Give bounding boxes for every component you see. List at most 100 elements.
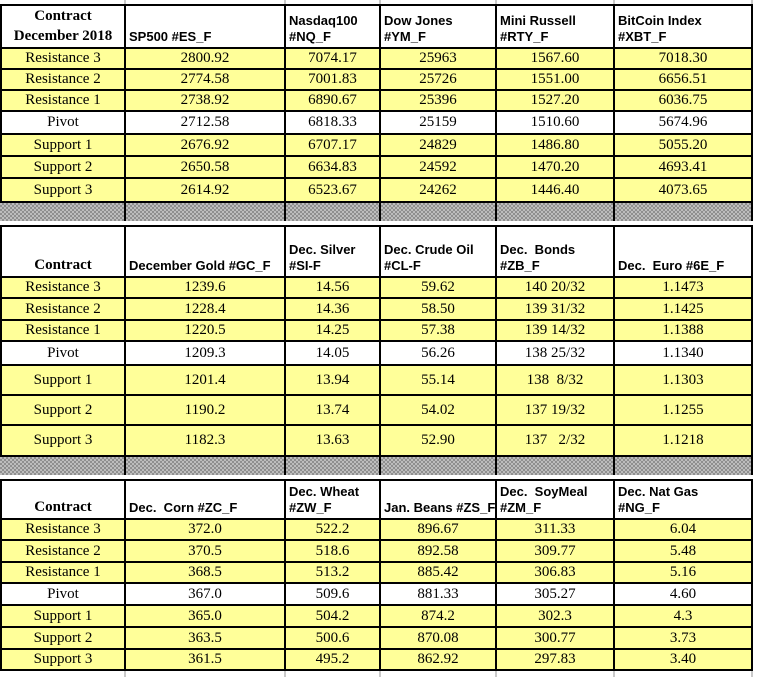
value-cell: 6656.51	[615, 70, 751, 89]
gridline-segment	[497, 0, 613, 4]
row-label: Resistance 3	[2, 520, 124, 539]
gridline-segment	[381, 671, 495, 677]
value-cell: 13.94	[286, 366, 379, 394]
value-cell: 372.0	[126, 520, 284, 539]
value-cell: 881.33	[381, 584, 495, 604]
gridline-segment	[0, 671, 124, 677]
value-cell: 504.2	[286, 606, 379, 626]
gridline-segment	[126, 671, 284, 677]
value-cell: 6036.75	[615, 91, 751, 110]
value-cell: 1190.2	[126, 396, 284, 424]
value-cell: 1486.80	[497, 135, 613, 155]
value-cell: 495.2	[286, 650, 379, 669]
pivot-table-2: Contract December Gold #GC_F Dec. Silver #S…	[0, 225, 753, 457]
row-label: Support 2	[2, 628, 124, 648]
separator-band-cell	[126, 457, 284, 475]
column-header-line: #RTY_F	[500, 28, 549, 44]
value-cell: 6634.83	[286, 157, 379, 177]
value-cell: 367.0	[126, 584, 284, 604]
row-label: Pivot	[2, 584, 124, 604]
separator-band-cell	[615, 457, 751, 475]
value-cell: 5.16	[615, 563, 751, 582]
row-label: Resistance 2	[2, 541, 124, 561]
column-header: Dec. Silver #SI-F	[286, 227, 379, 276]
column-header: December Gold #GC_F	[126, 227, 284, 276]
value-cell: 2650.58	[126, 157, 284, 177]
value-cell: 25726	[381, 70, 495, 89]
value-cell: 311.33	[497, 520, 613, 539]
separator-band-2	[0, 457, 753, 475]
row-label: Resistance 1	[2, 321, 124, 340]
column-header-line: SP500 #ES_F	[129, 28, 212, 44]
column-header-line: #CL-F	[384, 257, 421, 273]
gridline-segment	[286, 671, 379, 677]
gridline-segment	[615, 671, 751, 677]
value-cell: 500.6	[286, 628, 379, 648]
value-cell: 1.1255	[615, 396, 751, 424]
gridline-segment	[126, 0, 284, 4]
column-header: Dec. Corn #ZC_F	[126, 481, 284, 518]
column-header: BitCoin Index #XBT_F	[615, 6, 751, 47]
value-cell: 139 14/32	[497, 321, 613, 340]
column-header-line: Dec. Wheat	[289, 483, 360, 499]
corner-header-line: Contract	[34, 256, 92, 273]
pivot-table-1: Contract December 2018 SP500 #ES_F Nasdaq10…	[0, 4, 753, 203]
separator-band-1	[0, 203, 753, 221]
value-cell: 1239.6	[126, 278, 284, 297]
value-cell: 1.1340	[615, 342, 751, 364]
column-header-line: Dec. Silver	[289, 241, 356, 257]
value-cell: 1567.60	[497, 49, 613, 68]
corner-header: Contract December 2018	[2, 6, 124, 47]
value-cell: 1.1473	[615, 278, 751, 297]
separator-band-cell	[381, 203, 495, 221]
value-cell: 2738.92	[126, 91, 284, 110]
value-cell: 1.1388	[615, 321, 751, 340]
value-cell: 1.1218	[615, 426, 751, 455]
separator-band-cell	[286, 203, 379, 221]
value-cell: 4693.41	[615, 157, 751, 177]
column-header-line: #XBT_F	[618, 28, 667, 44]
column-header-line: Mini Russell	[500, 12, 576, 28]
value-cell: 6818.33	[286, 112, 379, 133]
gridline-segment	[286, 0, 379, 4]
value-cell: 140 20/32	[497, 278, 613, 297]
separator-band-cell	[0, 457, 124, 475]
row-label: Support 3	[2, 650, 124, 669]
corner-header-line: December 2018	[13, 27, 113, 44]
gridline-segment	[497, 671, 613, 677]
value-cell: 137 2/32	[497, 426, 613, 455]
value-cell: 24262	[381, 179, 495, 201]
separator-band-cell	[126, 203, 284, 221]
value-cell: 14.05	[286, 342, 379, 364]
value-cell: 1209.3	[126, 342, 284, 364]
column-header: SP500 #ES_F	[126, 6, 284, 47]
value-cell: 896.67	[381, 520, 495, 539]
column-header-line: #ZB_F	[500, 257, 540, 273]
value-cell: 6523.67	[286, 179, 379, 201]
value-cell: 306.83	[497, 563, 613, 582]
corner-header: Contract	[2, 481, 124, 518]
value-cell: 138 25/32	[497, 342, 613, 364]
row-label: Resistance 1	[2, 563, 124, 582]
column-header-line: Nasdaq100	[289, 12, 358, 28]
value-cell: 1201.4	[126, 366, 284, 394]
column-header-line: Dec. Crude Oil	[384, 241, 474, 257]
value-cell: 1228.4	[126, 299, 284, 319]
separator-band-cell	[286, 457, 379, 475]
value-cell: 1182.3	[126, 426, 284, 455]
value-cell: 14.25	[286, 321, 379, 340]
column-header-line: #NG_F	[618, 499, 660, 515]
value-cell: 14.56	[286, 278, 379, 297]
column-header: Dec. Crude Oil #CL-F	[381, 227, 495, 276]
value-cell: 518.6	[286, 541, 379, 561]
value-cell: 5674.96	[615, 112, 751, 133]
column-header-line: Jan. Beans #ZS_F	[384, 499, 495, 515]
separator-band-cell	[381, 457, 495, 475]
value-cell: 6707.17	[286, 135, 379, 155]
column-header-line: #NQ_F	[289, 28, 331, 44]
value-cell: 862.92	[381, 650, 495, 669]
separator-band-cell	[497, 203, 613, 221]
value-cell: 56.26	[381, 342, 495, 364]
column-header-line: BitCoin Index	[618, 12, 702, 28]
value-cell: 1.1425	[615, 299, 751, 319]
